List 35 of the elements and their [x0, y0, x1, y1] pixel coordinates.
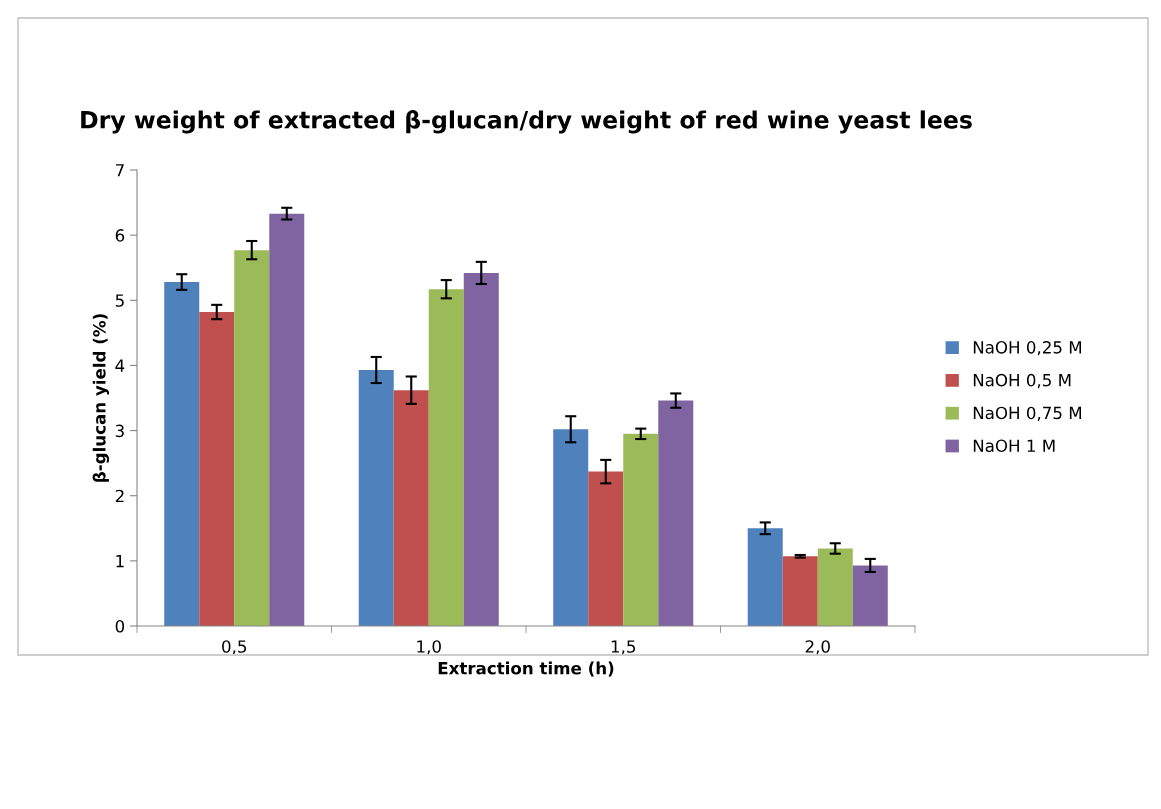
x-axis-title: Extraction time (h) [438, 661, 614, 677]
y-tick-label: 6 [115, 229, 125, 242]
y-axis-title: β-glucan yield (%) [92, 314, 110, 482]
bar [393, 390, 429, 626]
chart-title: Dry weight of extracted β-glucan/dry weight of red wine yeast lees [81, 110, 972, 134]
bar [269, 213, 305, 626]
y-tick-label: 0 [115, 619, 125, 633]
bar [199, 312, 235, 626]
y-tick-label: 2 [115, 489, 124, 503]
x-tick-label: 1,0 [417, 640, 441, 655]
bar [817, 548, 853, 626]
x-tick-label: 0,5 [222, 640, 247, 655]
y-tick-label: 7 [115, 164, 124, 177]
bar [463, 272, 499, 626]
legend-label: NaOH 0,25 M [973, 341, 1082, 356]
bar [782, 556, 818, 626]
bar [164, 282, 200, 626]
legend-label: NaOH 0,75 M [973, 406, 1082, 421]
bar [623, 433, 659, 626]
y-tick-label: 1 [116, 555, 124, 568]
bar [553, 429, 589, 626]
y-tick-label: 4 [115, 359, 125, 372]
y-tick-label: 5 [115, 294, 124, 307]
x-tick-label: 2,0 [805, 640, 830, 655]
bar [358, 369, 394, 626]
bar [588, 471, 624, 626]
bar [852, 565, 888, 626]
y-tick-label: 3 [115, 424, 124, 438]
bar [747, 528, 783, 626]
bar [428, 289, 464, 626]
bar [658, 400, 694, 626]
legend-label: NaOH 0,5 M [973, 373, 1071, 389]
legend-label: NaOH 1 M [973, 439, 1055, 453]
x-tick-label: 1,5 [611, 640, 636, 655]
bar [234, 250, 270, 626]
